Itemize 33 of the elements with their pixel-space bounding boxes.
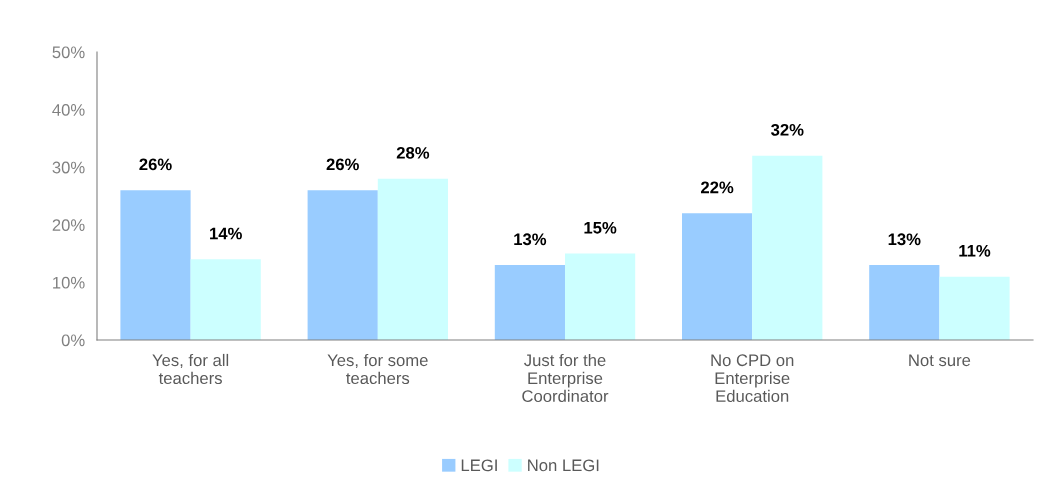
legend-label: Non LEGI	[528, 459, 599, 472]
data-label: 22%	[701, 181, 734, 194]
data-label: 15%	[584, 221, 617, 234]
x-tick-label: No CPD on Enterprise Education	[711, 354, 794, 403]
data-label: 13%	[888, 233, 921, 246]
data-label: 14%	[210, 227, 242, 240]
y-tick-label: 40%	[52, 104, 85, 116]
x-tick-label: Just for the Enterprise Coordinator	[522, 353, 609, 403]
data-label: 28%	[396, 146, 430, 159]
y-tick-label: 10%	[53, 276, 85, 289]
bar	[120, 190, 191, 340]
bar	[869, 265, 940, 340]
x-tick-label: Not sure	[909, 354, 971, 367]
legend-label: LEGI	[461, 459, 497, 472]
data-label: 32%	[771, 123, 804, 136]
bar	[752, 155, 823, 340]
y-tick-label: 50%	[52, 46, 85, 59]
data-label: 13%	[514, 233, 547, 246]
bar	[939, 276, 1010, 340]
bar	[565, 253, 636, 340]
y-tick-label: 0%	[61, 334, 85, 347]
bar	[190, 259, 261, 340]
data-label: 26%	[326, 158, 359, 171]
x-tick-label: Yes, for some teachers	[327, 353, 428, 385]
bar	[377, 178, 448, 340]
x-tick-label: Yes, for all teachers	[152, 353, 229, 385]
y-tick-label: 30%	[52, 161, 85, 174]
bar	[494, 265, 565, 340]
data-label: 11%	[959, 244, 991, 257]
bar	[682, 213, 753, 340]
y-tick-label: 20%	[52, 219, 85, 231]
data-label: 26%	[139, 158, 172, 171]
bar	[307, 190, 378, 340]
